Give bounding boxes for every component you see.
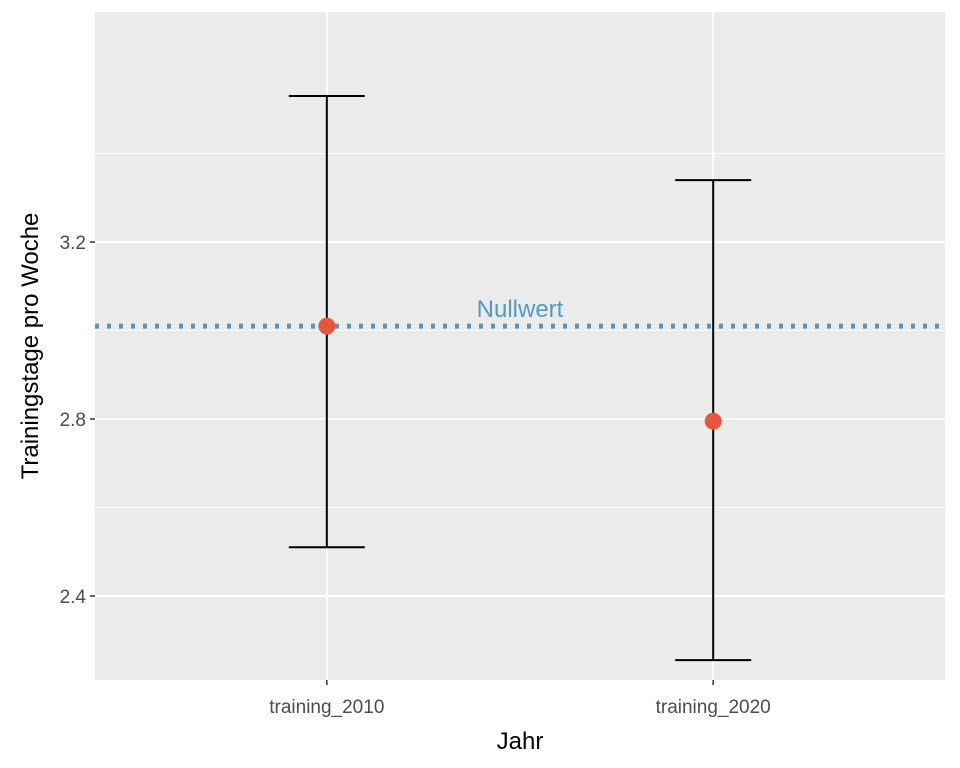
y-axis: 2.4 2.8 3.2	[60, 233, 95, 608]
data-point	[704, 412, 722, 430]
grid-minor	[95, 153, 945, 508]
y-tick-label: 2.8	[60, 410, 86, 431]
points	[318, 317, 722, 430]
x-tick-label: training_2020	[656, 697, 771, 718]
plot-panel	[95, 12, 945, 680]
y-axis-title: Trainingstage pro Woche	[17, 213, 44, 480]
x-tick-label: training_2010	[269, 697, 384, 718]
reference-label: Nullwert	[477, 296, 564, 323]
data-point	[318, 317, 336, 335]
x-axis-title: Jahr	[497, 728, 544, 755]
y-tick-label: 3.2	[60, 233, 86, 254]
x-axis: training_2010 training_2020	[269, 680, 771, 718]
y-tick-label: 2.4	[60, 587, 87, 608]
